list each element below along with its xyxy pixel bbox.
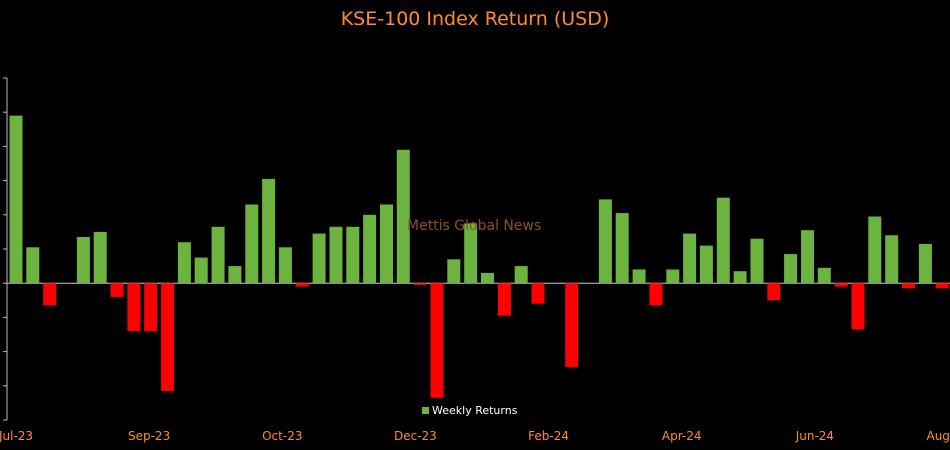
bar bbox=[312, 233, 326, 284]
bar bbox=[497, 283, 511, 316]
bar bbox=[278, 247, 292, 284]
x-tick-label: Dec-23 bbox=[394, 429, 437, 443]
chart-title: KSE-100 Index Return (USD) bbox=[340, 8, 610, 30]
bar bbox=[93, 231, 107, 284]
x-tick-label: Jul-23 bbox=[0, 429, 33, 443]
bar bbox=[801, 230, 814, 284]
x-tick-label: Oct-23 bbox=[262, 429, 302, 443]
bar bbox=[598, 199, 612, 284]
bar bbox=[632, 269, 646, 284]
x-tick-labels: Jul-23 Sep-23 Oct-23 Dec-23 Feb-24 Apr-24 Jun-… bbox=[0, 429, 950, 443]
bar bbox=[363, 214, 377, 284]
x-tick-label: Aug-24 bbox=[926, 429, 950, 443]
bar bbox=[531, 283, 545, 304]
bar bbox=[110, 283, 124, 297]
bar bbox=[767, 283, 781, 301]
bar bbox=[935, 283, 949, 289]
legend-label: Weekly Returns bbox=[432, 404, 518, 417]
bar bbox=[194, 257, 208, 284]
bar bbox=[649, 283, 663, 306]
bar bbox=[26, 247, 40, 284]
bar bbox=[733, 271, 747, 284]
x-tick-label: Feb-24 bbox=[528, 429, 569, 443]
bar bbox=[161, 283, 175, 391]
bar bbox=[447, 259, 461, 284]
bar bbox=[144, 283, 158, 332]
bar bbox=[346, 226, 360, 284]
bar bbox=[262, 178, 276, 284]
bar bbox=[9, 115, 23, 284]
legend-swatch bbox=[422, 407, 429, 414]
bar bbox=[329, 226, 343, 284]
bar bbox=[380, 204, 393, 284]
bar bbox=[514, 266, 528, 284]
bar bbox=[885, 235, 899, 284]
x-tick-label: Jun-24 bbox=[795, 429, 834, 443]
bar bbox=[565, 283, 579, 367]
bar bbox=[817, 267, 831, 284]
bar bbox=[716, 197, 730, 284]
bars bbox=[9, 115, 949, 398]
bar bbox=[430, 283, 444, 398]
bar bbox=[666, 269, 680, 284]
x-tick-label: Apr-24 bbox=[662, 429, 702, 443]
bar bbox=[413, 283, 427, 285]
legend: Weekly Returns bbox=[422, 404, 517, 417]
bar bbox=[834, 283, 848, 287]
bar bbox=[245, 204, 259, 284]
bar bbox=[396, 149, 410, 284]
bar bbox=[902, 283, 915, 289]
bar bbox=[615, 213, 629, 284]
bar bbox=[464, 223, 478, 284]
bar bbox=[784, 254, 798, 284]
bar bbox=[481, 272, 494, 284]
bar bbox=[127, 283, 141, 332]
bar bbox=[683, 233, 697, 284]
bar bbox=[868, 216, 882, 284]
x-tick-label: Sep-23 bbox=[128, 429, 170, 443]
bar bbox=[295, 283, 309, 287]
bar bbox=[699, 245, 713, 284]
bar bbox=[76, 237, 90, 284]
bar bbox=[211, 226, 225, 284]
watermark: Mettis Global News bbox=[407, 218, 542, 234]
bar bbox=[43, 283, 57, 306]
bar bbox=[750, 238, 764, 284]
bar bbox=[228, 266, 242, 284]
bar bbox=[851, 283, 865, 330]
bar bbox=[177, 242, 191, 284]
bar bbox=[918, 243, 932, 284]
